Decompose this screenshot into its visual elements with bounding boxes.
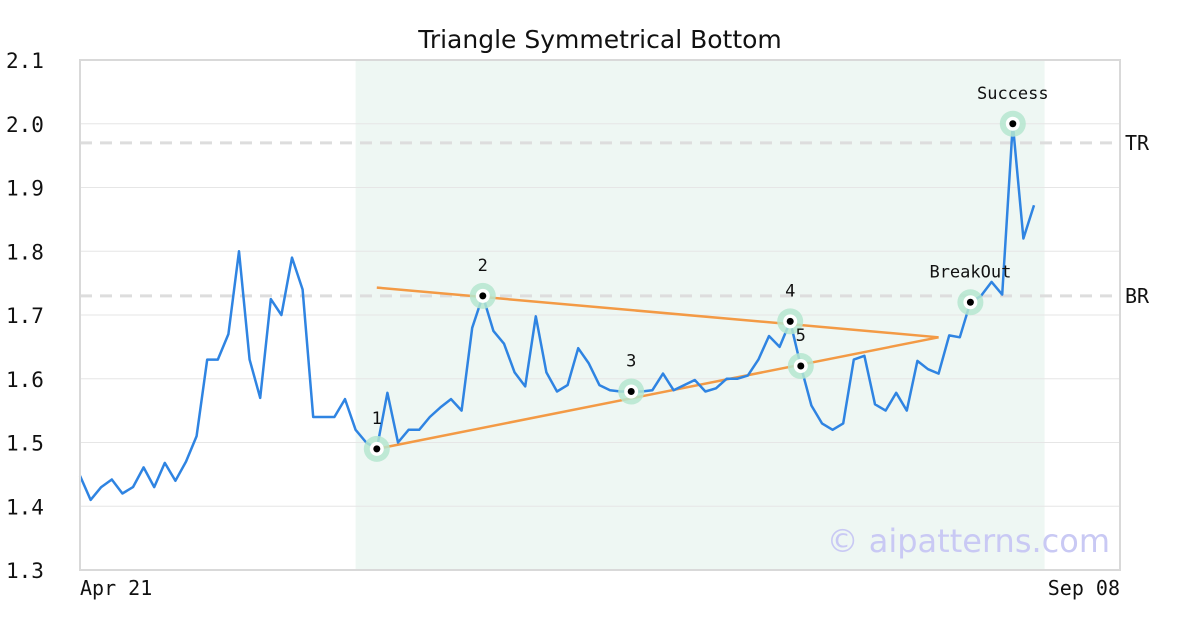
price-line: [78, 122, 1036, 502]
y-tick-label: 1.8: [6, 240, 44, 264]
point-marker-dot: [786, 317, 794, 325]
point-label: 3: [626, 352, 636, 372]
y-tick-label: 1.6: [6, 368, 44, 392]
point-label: 1: [372, 409, 382, 429]
y-tick-label: 1.3: [6, 559, 44, 583]
point-marker-dot: [479, 292, 487, 300]
point-marker-dot: [966, 298, 974, 306]
plot-frame: [79, 59, 1121, 571]
pattern-points: 1 2 3 4 5 BreakOut Success: [363, 84, 1049, 462]
point-marker-dot: [797, 362, 805, 370]
point-marker-dot: [1009, 120, 1017, 128]
y-tick-label: 1.7: [6, 304, 44, 328]
x-tick-label: Apr 21: [80, 576, 152, 600]
y-axis-ticks: 1.3 1.4 1.5 1.6 1.7 1.8 1.9 2.0 2.1: [6, 49, 44, 583]
y-tick-label: 1.4: [6, 495, 44, 519]
point-label: 2: [478, 256, 488, 276]
point-marker-dot: [373, 445, 381, 453]
point-label: BreakOut: [929, 262, 1011, 282]
trend-line: [376, 336, 939, 451]
x-axis-ticks: Apr 21 Sep 08: [80, 576, 1120, 600]
y-tick-label: 1.5: [6, 432, 44, 456]
chart-title: Triangle Symmetrical Bottom: [417, 25, 782, 54]
x-tick-label: Sep 08: [1048, 576, 1120, 600]
y-tick-label: 2.0: [6, 113, 44, 137]
point-marker-dot: [627, 388, 635, 395]
reference-lines: TR BR: [80, 131, 1150, 308]
point-label: 5: [796, 326, 806, 346]
y-tick-label: 2.1: [6, 49, 44, 73]
price-series: [78, 122, 1036, 502]
y-tick-label: 1.9: [6, 177, 44, 201]
reference-label: BR: [1125, 284, 1150, 308]
point-label: 4: [785, 281, 795, 301]
reference-label: TR: [1125, 131, 1150, 155]
watermark: © aipatterns.com: [827, 522, 1110, 560]
point-label: Success: [977, 84, 1049, 104]
